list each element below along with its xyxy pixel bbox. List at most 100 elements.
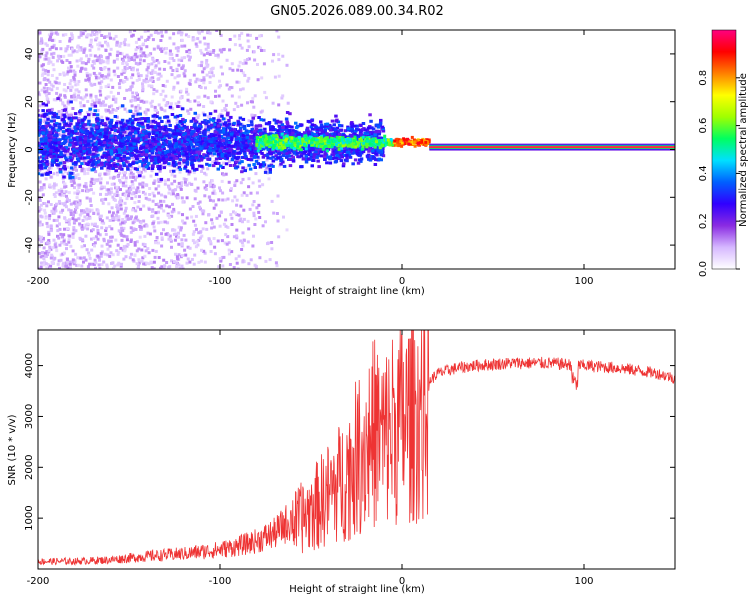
noise-dot	[123, 55, 126, 59]
signal-dot	[65, 158, 69, 162]
signal-dot	[122, 164, 127, 168]
signal-dot	[38, 150, 41, 154]
noise-dot	[95, 59, 99, 63]
noise-dot	[65, 47, 69, 51]
noise-dot	[74, 98, 78, 102]
noise-dot	[121, 181, 125, 185]
signal-dot	[140, 138, 145, 142]
noise-dot	[42, 263, 46, 267]
noise-dot	[90, 105, 94, 108]
signal-dot	[350, 151, 354, 155]
signal-dot	[87, 160, 92, 164]
noise-dot	[109, 235, 113, 239]
noise-dot	[138, 235, 142, 239]
noise-dot	[249, 258, 253, 262]
noise-dot	[97, 57, 101, 61]
noise-dot	[65, 59, 69, 62]
noise-dot	[121, 61, 125, 65]
signal-dot	[44, 148, 49, 152]
signal-dot	[94, 149, 99, 153]
noise-dot	[278, 164, 282, 168]
noise-dot	[104, 49, 108, 52]
noise-dot	[47, 230, 51, 234]
noise-dot	[187, 112, 191, 115]
noise-dot	[179, 187, 183, 191]
noise-dot	[253, 94, 257, 98]
signal-dot	[167, 144, 171, 148]
signal-dot	[379, 118, 383, 122]
noise-dot	[83, 244, 86, 248]
signal-dot	[192, 168, 197, 172]
signal-dot	[278, 155, 283, 159]
noise-dot	[268, 258, 272, 262]
signal-dot	[224, 127, 228, 131]
noise-dot	[156, 46, 160, 50]
signal-dot	[192, 149, 197, 153]
signal-dot	[314, 146, 319, 150]
signal-dot	[309, 125, 314, 129]
noise-dot	[148, 232, 152, 236]
noise-dot	[131, 166, 135, 170]
noise-dot	[67, 66, 70, 70]
signal-dot	[224, 145, 229, 148]
noise-dot	[52, 43, 56, 47]
signal-dot	[149, 139, 153, 143]
noise-dot	[95, 100, 99, 104]
signal-dot	[150, 151, 155, 155]
noise-dot	[172, 32, 176, 36]
noise-dot	[97, 81, 101, 85]
noise-dot	[191, 38, 195, 42]
noise-dot	[38, 209, 41, 213]
noise-dot	[246, 33, 250, 37]
noise-dot	[142, 79, 146, 83]
noise-dot	[124, 76, 128, 79]
noise-dot	[240, 193, 244, 197]
noise-dot	[152, 60, 156, 64]
noise-dot	[146, 197, 150, 201]
signal-dot	[316, 154, 320, 157]
noise-dot	[85, 35, 89, 39]
noise-dot	[208, 181, 212, 185]
noise-dot	[176, 257, 180, 261]
noise-dot	[52, 68, 56, 72]
noise-dot	[120, 226, 124, 230]
noise-dot	[69, 150, 73, 154]
noise-dot	[137, 200, 141, 203]
noise-dot	[185, 87, 189, 91]
signal-dot	[305, 126, 310, 130]
noise-dot	[57, 81, 61, 85]
noise-dot	[143, 169, 147, 173]
signal-dot	[91, 152, 96, 156]
noise-dot	[273, 75, 277, 79]
noise-dot	[61, 202, 65, 206]
noise-dot	[63, 170, 67, 174]
noise-dot	[56, 54, 60, 58]
signal-dot	[359, 151, 364, 155]
noise-dot	[92, 66, 96, 70]
signal-dot	[314, 126, 318, 130]
noise-dot	[180, 196, 184, 200]
noise-dot	[121, 184, 125, 188]
noise-dot	[264, 169, 268, 172]
noise-dot	[114, 217, 118, 221]
noise-dot	[120, 72, 124, 76]
noise-dot	[167, 191, 171, 195]
noise-dot	[93, 241, 97, 245]
noise-dot	[272, 53, 276, 57]
noise-dot	[70, 32, 73, 36]
signal-dot	[95, 157, 100, 160]
signal-dot	[117, 141, 121, 145]
noise-dot	[180, 264, 184, 268]
noise-dot	[108, 219, 112, 222]
noise-dot	[176, 46, 180, 50]
noise-dot	[100, 226, 104, 230]
noise-dot	[170, 52, 174, 56]
noise-dot	[138, 170, 141, 174]
noise-dot	[128, 56, 132, 60]
noise-dot	[266, 171, 270, 175]
noise-dot	[211, 191, 215, 195]
noise-dot	[112, 69, 116, 73]
signal-dot	[222, 127, 226, 131]
noise-dot	[63, 216, 67, 220]
noise-dot	[217, 265, 221, 269]
